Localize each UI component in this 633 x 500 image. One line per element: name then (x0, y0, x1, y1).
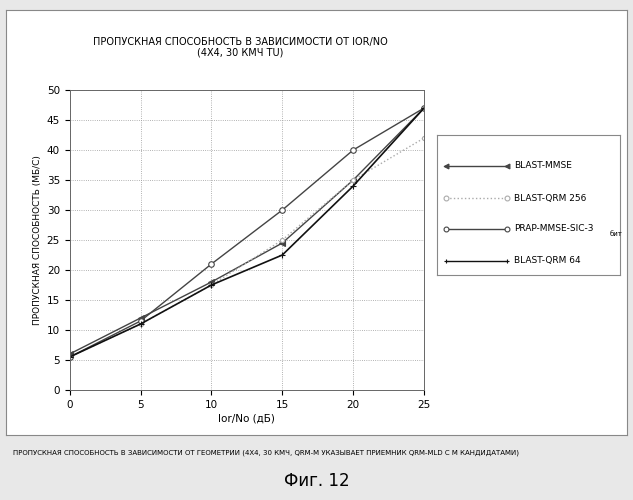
Text: ПРОПУСКНАЯ СПОСОБНОСТЬ В ЗАВИСИМОСТИ ОТ ГЕОМЕТРИИ (4X4, 30 КМЧ, QRM-M УКАЗЫВАЕТ : ПРОПУСКНАЯ СПОСОБНОСТЬ В ЗАВИСИМОСТИ ОТ … (13, 450, 518, 456)
Text: BLAST-QRM 64: BLAST-QRM 64 (514, 256, 580, 266)
Text: (4X4, 30 КМЧ TU): (4X4, 30 КМЧ TU) (197, 48, 284, 58)
Text: Фиг. 12: Фиг. 12 (284, 472, 349, 490)
Text: бит: бит (610, 232, 622, 237)
Text: ПРОПУСКНАЯ СПОСОБНОСТЬ В ЗАВИСИМОСТИ ОТ IOR/NO: ПРОПУСКНАЯ СПОСОБНОСТЬ В ЗАВИСИМОСТИ ОТ … (93, 38, 388, 48)
Y-axis label: ПРОПУСКНАЯ СПОСОБНОСТЬ (МБ/С): ПРОПУСКНАЯ СПОСОБНОСТЬ (МБ/С) (34, 155, 42, 325)
Text: BLAST-QRM 256: BLAST-QRM 256 (514, 194, 586, 202)
Text: BLAST-MMSE: BLAST-MMSE (514, 162, 572, 170)
Text: PRAP-MMSE-SIC-3: PRAP-MMSE-SIC-3 (514, 224, 593, 234)
X-axis label: Ior/No (дБ): Ior/No (дБ) (218, 414, 275, 424)
